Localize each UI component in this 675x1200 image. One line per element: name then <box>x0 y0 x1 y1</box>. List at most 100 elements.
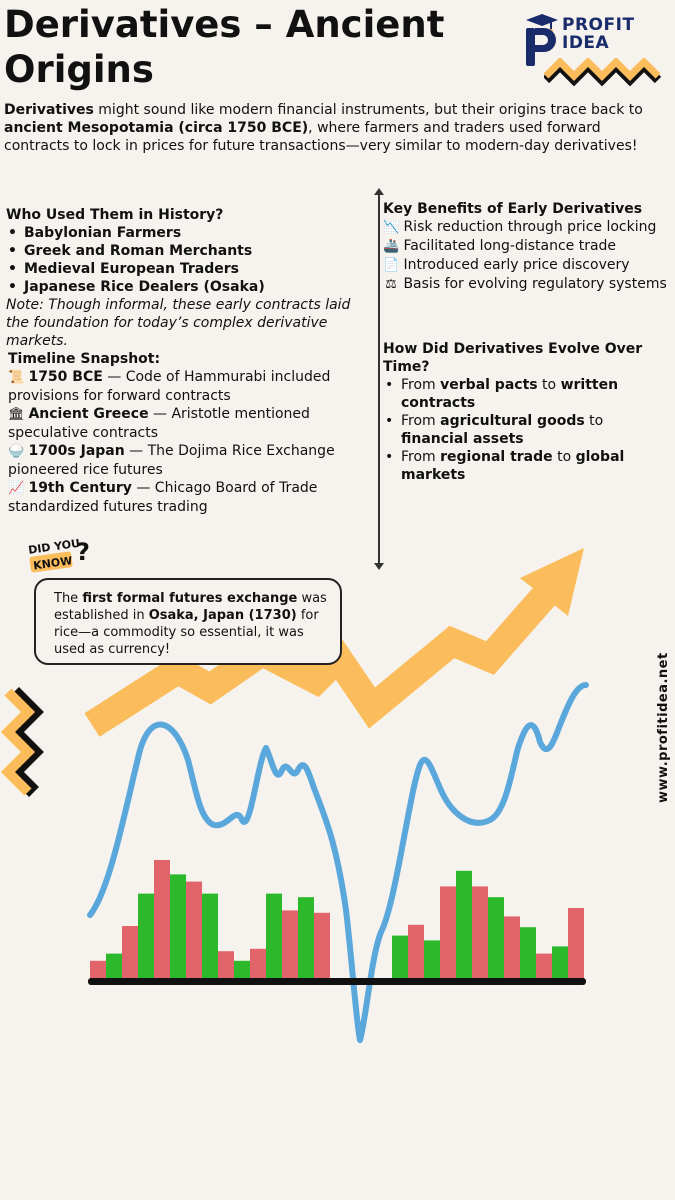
timeline-date: Ancient Greece <box>28 406 149 422</box>
volume-bar-red <box>536 953 552 980</box>
intro-text-1: might sound like modern financial instru… <box>93 102 643 118</box>
volume-bar-red <box>314 912 330 980</box>
did-you-know-callout: The first formal futures exchange was es… <box>34 578 342 665</box>
volume-bar-red <box>90 960 106 980</box>
timeline-section: Timeline Snapshot: 📜 1750 BCE — Code of … <box>8 350 353 516</box>
callout-text: The <box>54 591 83 606</box>
timeline-text: — Chicago Board of Trade standardized fu… <box>8 480 318 515</box>
chart-down-icon: 📉 <box>383 220 400 235</box>
benefit-item: ⚖ Basis for evolving regulatory systems <box>383 275 668 294</box>
callout-text: was established in <box>54 591 327 623</box>
logo-zigzag-icon <box>544 58 662 87</box>
volume-bar-red <box>440 886 456 980</box>
benefit-text: Basis for evolving regulatory systems <box>403 276 667 292</box>
timeline-text: — Code of Hammurabi included provisions … <box>8 369 331 404</box>
timeline-text: — The Dojima Rice Exchange pioneered ric… <box>8 443 335 478</box>
timeline-item: 📈 19th Century — Chicago Board of Trade … <box>8 479 353 516</box>
timeline-date: 1700s Japan <box>28 443 125 459</box>
badge-line2: KNOW <box>32 554 73 572</box>
benefit-item: 📄 Introduced early price discovery <box>383 256 668 275</box>
evolution-list: From verbal pacts to written contracts F… <box>383 376 668 484</box>
rice-bowl-icon: 🍚 <box>8 444 25 459</box>
benefits-section: Key Benefits of Early Derivatives 📉 Risk… <box>383 200 668 294</box>
chart-up-icon: 📈 <box>8 481 25 496</box>
left-zigzag-icon <box>0 687 44 797</box>
volume-bar-red <box>186 881 202 980</box>
volume-bar-red <box>472 886 488 980</box>
price-line <box>87 682 589 1043</box>
list-item: From agricultural goods to financial ass… <box>383 412 668 448</box>
volume-bar-red <box>282 910 298 980</box>
volume-bar-green <box>424 940 440 980</box>
volume-bar-green <box>392 935 408 980</box>
volume-bars <box>90 860 584 980</box>
volume-bar-red <box>408 924 424 980</box>
intro-paragraph: Derivatives might sound like modern fina… <box>4 101 669 155</box>
profit-idea-logo: PROFIT IDEA <box>520 12 670 92</box>
who-used-heading: Who Used Them in History? <box>6 207 224 223</box>
volume-bar-green <box>106 953 122 980</box>
evolution-section: How Did Derivatives Evolve Over Time? Fr… <box>383 340 668 484</box>
volume-bar-red <box>504 916 520 980</box>
did-you-know-badge: DID YOU KNOW ? <box>27 537 90 573</box>
callout-bold: first formal futures exchange <box>82 591 298 606</box>
page-title: Derivatives – Ancient Origins <box>4 3 445 91</box>
timeline-date: 19th Century <box>28 480 132 496</box>
decorative-chart <box>0 548 589 1043</box>
logo-mark-icon <box>526 14 558 66</box>
timeline-date: 1750 BCE <box>28 369 103 385</box>
intro-bold-mesopotamia: ancient Mesopotamia (circa 1750 BCE) <box>4 120 309 136</box>
list-item: Babylonian Farmers <box>6 224 351 242</box>
benefit-text: Facilitated long-distance trade <box>403 238 617 254</box>
logo-text-idea: IDEA <box>562 33 610 53</box>
volume-bar-green <box>456 870 472 980</box>
note-label: Note <box>6 297 40 313</box>
evolution-heading: How Did Derivatives Evolve Over Time? <box>383 341 643 375</box>
list-item: Medieval European Traders <box>6 260 351 278</box>
temple-icon: 🏛 <box>8 407 25 422</box>
chart-baseline <box>88 978 586 985</box>
intro-bold-derivatives: Derivatives <box>4 102 94 118</box>
volume-bar-red <box>122 926 138 980</box>
badge-highlight <box>29 551 73 573</box>
timeline-text: — Aristotle mentioned speculative contra… <box>8 406 310 441</box>
volume-bar-green <box>138 893 154 980</box>
scales-icon: ⚖ <box>385 277 397 292</box>
benefit-text: Risk reduction through price locking <box>403 219 657 235</box>
timeline-item: 📜 1750 BCE — Code of Hammurabi included … <box>8 368 353 405</box>
volume-bar-green <box>552 946 568 980</box>
who-used-list: Babylonian Farmers Greek and Roman Merch… <box>6 224 351 296</box>
list-item: Greek and Roman Merchants <box>6 242 351 260</box>
list-item: From verbal pacts to written contracts <box>383 376 668 412</box>
question-mark-icon: ? <box>76 538 90 566</box>
volume-bar-red <box>250 948 266 980</box>
volume-bar-green <box>170 874 186 980</box>
volume-bar-green <box>520 927 536 980</box>
callout-bold: Osaka, Japan (1730) <box>148 608 297 623</box>
who-used-note: Note: Though informal, these early contr… <box>6 296 351 350</box>
benefit-item: 📉 Risk reduction through price locking <box>383 218 668 237</box>
list-item: From regional trade to global markets <box>383 448 668 484</box>
website-url[interactable]: www.profitidea.net <box>652 652 675 805</box>
benefits-heading: Key Benefits of Early Derivatives <box>383 201 643 217</box>
document-icon: 📄 <box>383 258 400 273</box>
benefit-text: Introduced early price discovery <box>403 257 630 273</box>
intro-text-2: , where farmers and traders used forward… <box>4 120 638 154</box>
volume-bar-red <box>218 951 234 980</box>
volume-bar-red <box>568 908 584 980</box>
ship-icon: 🚢 <box>383 239 400 254</box>
volume-bar-green <box>488 897 504 980</box>
note-text: : Though informal, these early contracts… <box>6 297 351 349</box>
website-text[interactable]: www.profitidea.net <box>656 652 671 803</box>
callout-text: for rice—a commodity so essential, it wa… <box>54 608 319 657</box>
who-used-section: Who Used Them in History? Babylonian Far… <box>6 206 351 350</box>
trend-arrow-icon <box>84 548 584 737</box>
list-item: Japanese Rice Dealers (Osaka) <box>6 278 351 296</box>
volume-bar-green <box>298 897 314 980</box>
benefit-item: 🚢 Facilitated long-distance trade <box>383 237 668 256</box>
volume-bar-green <box>266 893 282 980</box>
scroll-icon: 📜 <box>8 370 25 385</box>
volume-bar-green <box>202 893 218 980</box>
timeline-item: 🍚 1700s Japan — The Dojima Rice Exchange… <box>8 442 353 479</box>
timeline-item: 🏛 Ancient Greece — Aristotle mentioned s… <box>8 405 353 442</box>
